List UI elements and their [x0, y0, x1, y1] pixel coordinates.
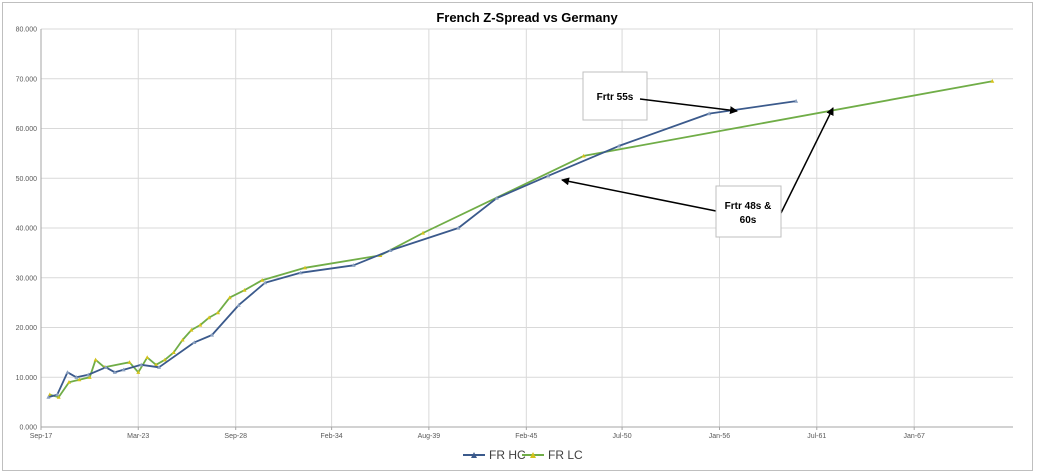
data-point-fr-lc — [242, 288, 247, 292]
data-point-fr-lc — [67, 380, 71, 384]
data-point-fr-lc — [189, 327, 194, 332]
data-point-fr-hc — [794, 98, 799, 103]
callout-label-line-1: Frtr 48s & — [725, 201, 772, 212]
data-point-fr-hc — [74, 375, 79, 379]
y-tick-label: 50.000 — [16, 176, 38, 183]
data-point-fr-hc — [139, 362, 144, 367]
data-point-fr-hc — [298, 270, 303, 275]
x-tick-label: Feb-45 — [515, 433, 537, 440]
y-tick-label: 20.000 — [16, 325, 38, 332]
data-point-fr-hc — [192, 340, 197, 344]
x-tick-label: Sep-17 — [30, 433, 53, 440]
x-tick-label: Aug-39 — [418, 433, 441, 440]
callout-frtr-55s: Frtr 55s — [582, 71, 738, 121]
y-tick-label: 10.000 — [16, 375, 38, 382]
data-point-fr-hc — [351, 263, 356, 267]
y-tick-label: 30.000 — [16, 275, 38, 282]
x-tick-label: Mar-23 — [127, 433, 149, 440]
data-point-fr-lc — [207, 315, 212, 320]
legend-marker-fr-lc — [530, 452, 536, 458]
y-tick-label: 40.000 — [16, 226, 38, 233]
data-point-fr-lc — [136, 370, 141, 374]
data-point-fr-lc — [198, 322, 203, 327]
data-point-fr-hc — [210, 332, 214, 337]
legend-marker-fr-hc — [471, 452, 477, 458]
y-tick-label: 70.000 — [16, 76, 38, 83]
data-point-fr-lc — [154, 362, 158, 367]
series-line-fr-hc — [48, 100, 797, 398]
callout-frtr-48s-60s: Frtr 48s & 60s — [561, 107, 834, 238]
callout-label: Frtr 55s — [597, 92, 634, 103]
data-point-fr-hc — [456, 225, 461, 230]
data-point-fr-lc — [162, 357, 167, 362]
chart-title: French Z-Spread vs Germany — [436, 10, 618, 25]
legend-label-fr-hc: FR HC — [489, 448, 526, 462]
legend-label-fr-lc: FR LC — [548, 448, 583, 462]
data-point-fr-hc — [494, 196, 499, 200]
x-tick-label: Sep-28 — [224, 433, 247, 440]
data-point-fr-hc — [707, 111, 712, 116]
series-layer — [46, 79, 995, 399]
legend-item-fr-hc: FR HC — [463, 448, 526, 462]
callout-box — [582, 71, 648, 121]
data-point-fr-hc — [263, 280, 268, 285]
x-tick-label: Jul-50 — [613, 433, 632, 440]
data-point-fr-hc — [46, 394, 51, 399]
callout-arrow — [639, 98, 738, 115]
legend-item-fr-lc: FR LC — [522, 448, 583, 462]
data-point-fr-lc — [47, 392, 52, 397]
x-tick-label: Jan-67 — [903, 433, 925, 440]
data-point-fr-lc — [145, 355, 150, 359]
callout-arrow — [780, 107, 834, 214]
data-point-fr-hc — [55, 392, 60, 397]
data-point-fr-hc — [121, 367, 126, 372]
data-point-fr-hc — [65, 370, 70, 374]
data-point-fr-lc — [127, 360, 132, 364]
data-point-fr-lc — [303, 265, 307, 270]
data-point-fr-lc — [421, 230, 425, 235]
callout-label-line-2: 60s — [740, 215, 757, 226]
data-point-fr-lc — [93, 357, 98, 362]
x-tick-label: Jul-61 — [807, 433, 826, 440]
data-point-fr-lc — [87, 375, 92, 379]
data-point-fr-hc — [388, 248, 393, 252]
data-point-fr-hc — [157, 365, 161, 369]
legend: FR HC FR LC — [463, 448, 583, 462]
callout-arrow — [561, 177, 717, 212]
y-tick-label: 60.000 — [16, 126, 38, 133]
x-tick-label: Feb-34 — [321, 433, 343, 440]
data-point-fr-lc — [216, 310, 220, 315]
data-point-fr-lc — [77, 377, 82, 382]
data-point-fr-hc — [86, 372, 91, 377]
y-tick-label: 80.000 — [16, 27, 38, 34]
data-point-fr-lc — [56, 394, 61, 399]
data-point-fr-lc — [171, 350, 176, 354]
data-point-fr-lc — [260, 278, 265, 282]
callout-box — [715, 185, 782, 238]
data-point-fr-lc — [180, 337, 185, 342]
data-point-fr-hc — [112, 370, 117, 374]
data-point-fr-hc — [546, 173, 551, 178]
y-tick-label: 0.000 — [19, 425, 37, 432]
data-point-fr-lc — [227, 295, 232, 300]
data-point-fr-hc — [617, 143, 622, 148]
gridlines — [40, 28, 1013, 430]
data-point-fr-hc — [103, 365, 108, 369]
tick-labels: 0.000 10.000 20.000 30.000 40.000 50.000 60.00… — [16, 27, 925, 441]
x-tick-label: Jan-56 — [709, 433, 731, 440]
data-point-fr-lc — [581, 153, 586, 158]
data-point-fr-lc — [990, 79, 995, 83]
data-point-fr-hc — [236, 302, 241, 307]
